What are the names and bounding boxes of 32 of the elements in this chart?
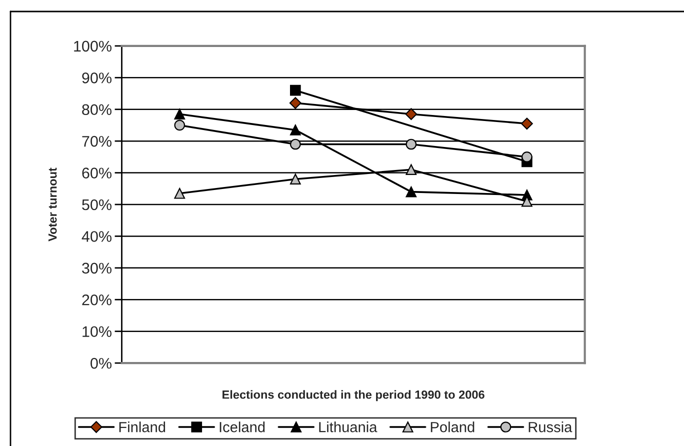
- legend-label: Lithuania: [319, 422, 378, 432]
- y-tick-label: 0%: [90, 358, 112, 369]
- legend-label: Finland: [119, 422, 166, 432]
- y-tick-label: 50%: [82, 199, 112, 210]
- point: [406, 138, 417, 150]
- point: [405, 108, 418, 120]
- legend-label: Iceland: [220, 422, 265, 432]
- y-tick-label: 80%: [82, 104, 112, 116]
- point: [289, 97, 302, 109]
- point: [174, 188, 186, 199]
- x-axis-title: Elections conducted in the period 1990 to 2006: [222, 390, 484, 402]
- point: [290, 174, 301, 185]
- point: [406, 164, 417, 176]
- y-tick-label: 10%: [82, 326, 112, 338]
- y-tick-label: 30%: [82, 262, 112, 274]
- point: [290, 124, 301, 136]
- point: [290, 138, 301, 150]
- point: [174, 120, 186, 131]
- legend-label: Poland: [430, 422, 474, 432]
- point: [174, 108, 186, 120]
- point: [406, 186, 417, 198]
- point: [290, 84, 301, 96]
- y-tick-label: 60%: [82, 168, 112, 178]
- y-tick-label: 20%: [82, 294, 112, 306]
- legend-label: Russia: [528, 422, 572, 432]
- y-axis-title: Voter turnout: [48, 168, 57, 242]
- point: [520, 118, 533, 130]
- point: [522, 152, 532, 162]
- y-tick-label: 90%: [82, 72, 112, 84]
- y-tick-label: 70%: [82, 136, 112, 147]
- y-tick-label: 40%: [82, 231, 112, 242]
- y-tick-label: 100%: [74, 40, 112, 52]
